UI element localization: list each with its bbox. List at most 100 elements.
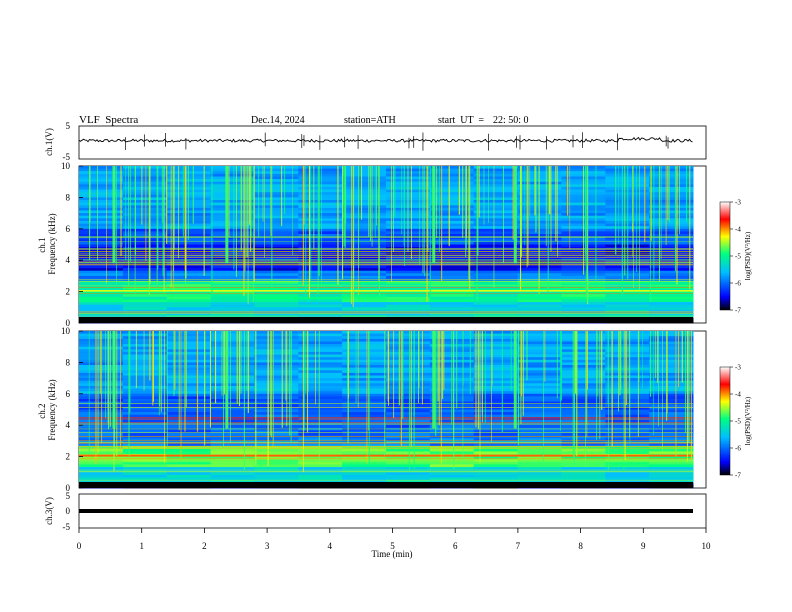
spectrogram-cell (122, 281, 168, 285)
spectrogram-cell (561, 385, 606, 389)
spectrogram-cell (254, 477, 299, 481)
spectrogram-cell (605, 451, 650, 455)
spectrogram-cell (166, 346, 212, 350)
spectrogram-cell (342, 396, 387, 400)
spectrogram-cell (342, 480, 387, 484)
spectrogram-cell (342, 192, 387, 196)
spectrogram-cell (166, 168, 212, 172)
spectrogram-cell (605, 372, 650, 376)
spectrogram-cell (605, 448, 650, 452)
spectrogram-cell (166, 194, 212, 198)
spectrogram-cell (473, 338, 519, 342)
spectrogram-cell (473, 215, 519, 219)
spectrogram-cell (473, 404, 519, 408)
spectrogram-cell (254, 294, 299, 298)
spectrogram-cell (254, 236, 299, 240)
spectrogram-cell (254, 283, 299, 287)
ch1-colorbar-ticks: -3 -4 -5 -6 -7 (730, 199, 741, 315)
spectrogram-cell (649, 265, 694, 269)
spectrogram-cell (649, 420, 694, 423)
spectrogram-cell (210, 433, 255, 437)
spectrogram-cell (605, 299, 650, 303)
spectrogram-cell (79, 286, 124, 290)
spectrogram-cell (166, 435, 212, 439)
spectrogram-cell (210, 265, 255, 269)
spectrogram-cell (342, 226, 387, 230)
spectrogram-cell (210, 168, 255, 172)
ch1-ylabel-channel: ch.1 (37, 238, 47, 253)
spectrogram-cell (122, 173, 168, 177)
spectrogram-cell (561, 446, 606, 450)
y-tick-label: 0 (66, 483, 71, 493)
spectrogram-cell (473, 433, 519, 437)
spectrogram-cell (122, 385, 168, 389)
spectrogram-cell (342, 218, 387, 222)
spectrogram-cell (298, 391, 343, 395)
spectrogram-cell (342, 336, 387, 340)
spectrogram-cell (429, 469, 475, 473)
spectrogram-cell (210, 299, 255, 303)
spectrogram-cell (386, 370, 431, 374)
spectrogram-cell (122, 257, 168, 261)
spectrogram-cell (166, 283, 212, 287)
spectrogram-cell (122, 472, 168, 476)
spectrogram-cell (649, 275, 694, 279)
spectrogram-cell (122, 354, 168, 358)
spectrogram-cell (79, 456, 124, 460)
spectrogram-cell (342, 181, 387, 185)
spectrogram-cell (517, 406, 562, 410)
spectrogram-cell (298, 296, 343, 300)
spectrogram-cell (254, 268, 299, 272)
spectrogram-cell (517, 380, 562, 384)
spectrogram-cell (473, 446, 519, 450)
spectrogram-cell (210, 435, 255, 439)
spectrogram-cell (649, 341, 694, 345)
spectrogram-cell (561, 304, 606, 308)
spectrogram-cell (210, 228, 255, 232)
spectrogram-cell (605, 438, 650, 442)
spectrogram-cell (429, 166, 475, 169)
spectrogram-cell (342, 213, 387, 217)
spectrogram-cell (473, 333, 519, 337)
spectrogram-cell (122, 388, 168, 392)
spectrogram-cell (254, 412, 299, 416)
spectrogram-cell (166, 396, 212, 400)
spectrogram-cell (122, 194, 168, 198)
spectrogram-cell (517, 344, 562, 348)
y-tick-label: 8 (66, 357, 71, 367)
spectrogram-cell (210, 331, 255, 334)
spectrogram-cell (473, 228, 519, 232)
spectrogram-cell (605, 336, 650, 340)
spectrogram-cell (122, 189, 168, 193)
spectrogram-cell (166, 220, 212, 224)
spectrogram-cell (210, 362, 255, 366)
spectrogram-cell (122, 474, 168, 478)
spectrogram-cell (210, 440, 255, 444)
spectrogram-cell (386, 399, 431, 402)
spectrogram-cell (79, 228, 124, 232)
spectrogram-cell (561, 396, 606, 400)
spectrogram-cell (79, 435, 124, 439)
ch1-spectrogram-panel: 0 2 4 6 8 10 ch.1 Frequency (kHz) (37, 161, 707, 328)
spectrogram-cell (561, 357, 606, 361)
x-tick-label: 9 (641, 541, 646, 551)
spectrogram-cell (517, 461, 562, 465)
spectrogram-cell (517, 307, 562, 311)
spectrogram-cell (79, 365, 124, 368)
ch1-ylabel: ch.1(V) (44, 128, 54, 156)
spectrogram-cell (122, 440, 168, 444)
spectrogram-cell (517, 200, 562, 203)
spectrogram-cell (429, 477, 475, 481)
spectrogram-cell (122, 186, 168, 190)
spectrogram-cell (517, 464, 562, 468)
spectrogram-cell (210, 210, 255, 214)
spectrogram-cell (79, 197, 124, 201)
spectrogram-cell (605, 464, 650, 468)
spectrogram-cell (298, 333, 343, 337)
spectrogram-cell (79, 461, 124, 465)
spectrogram-cell (122, 383, 168, 387)
bright-event (513, 331, 517, 429)
spectrogram-cell (79, 480, 124, 484)
spectrogram-cell (429, 179, 475, 183)
spectrogram-cell (386, 451, 431, 455)
